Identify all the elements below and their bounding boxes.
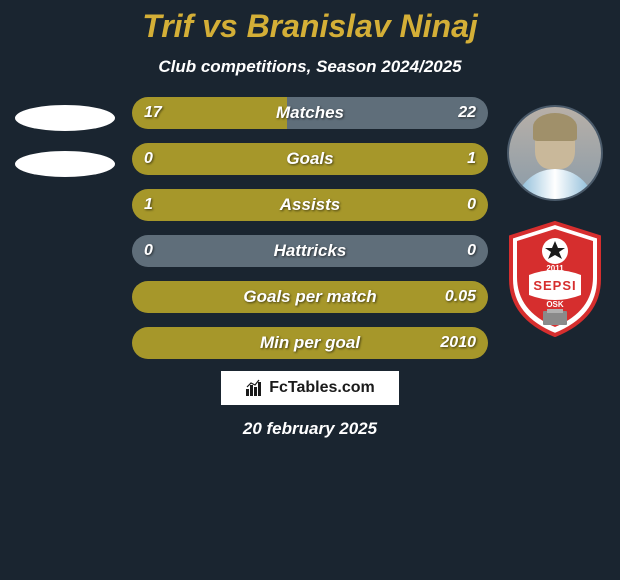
stat-right-value: 0.05 bbox=[445, 288, 476, 306]
stat-row: 0 0 Hattricks bbox=[132, 235, 488, 267]
stat-right-value: 2010 bbox=[440, 334, 476, 352]
stat-left-value: 1 bbox=[144, 196, 153, 214]
stat-label: Matches bbox=[276, 103, 344, 123]
team-badge-placeholder bbox=[15, 151, 115, 177]
right-player-column: 2011 SEPSI OSK bbox=[500, 97, 610, 337]
stat-right-value: 1 bbox=[467, 150, 476, 168]
stat-right-value: 0 bbox=[467, 242, 476, 260]
stat-right-value: 0 bbox=[467, 196, 476, 214]
stat-label: Goals bbox=[286, 149, 333, 169]
stat-label: Min per goal bbox=[260, 333, 360, 353]
badge-subtext: OSK bbox=[546, 300, 564, 309]
footer-date: 20 february 2025 bbox=[243, 419, 377, 439]
page-title: Trif vs Branislav Ninaj bbox=[142, 8, 478, 45]
stat-left-value: 17 bbox=[144, 104, 162, 122]
stat-right-value: 22 bbox=[458, 104, 476, 122]
badge-team: SEPSI bbox=[533, 278, 576, 293]
brand-logo: FcTables.com bbox=[221, 371, 399, 405]
page-subtitle: Club competitions, Season 2024/2025 bbox=[158, 57, 461, 77]
stat-row: 2010 Min per goal bbox=[132, 327, 488, 359]
player-photo-placeholder bbox=[15, 105, 115, 131]
stat-left-value: 0 bbox=[144, 150, 153, 168]
stat-row: 1 0 Assists bbox=[132, 189, 488, 221]
stat-label: Hattricks bbox=[274, 241, 347, 261]
stat-row: 0 1 Goals bbox=[132, 143, 488, 175]
stat-left-value: 0 bbox=[144, 242, 153, 260]
stat-label: Goals per match bbox=[243, 287, 376, 307]
player-photo bbox=[507, 105, 603, 201]
team-badge: 2011 SEPSI OSK bbox=[505, 221, 605, 337]
stat-row: 0.05 Goals per match bbox=[132, 281, 488, 313]
comparison-content: 17 22 Matches 0 1 Goals 1 0 Assists 0 0 Hattricks 0.… bbox=[0, 97, 620, 359]
stat-label: Assists bbox=[280, 195, 340, 215]
stat-row: 17 22 Matches bbox=[132, 97, 488, 129]
left-player-column bbox=[10, 97, 120, 177]
brand-text: FcTables.com bbox=[269, 379, 375, 397]
chart-icon bbox=[245, 379, 263, 397]
stats-bars: 17 22 Matches 0 1 Goals 1 0 Assists 0 0 Hattricks 0.… bbox=[132, 97, 488, 359]
